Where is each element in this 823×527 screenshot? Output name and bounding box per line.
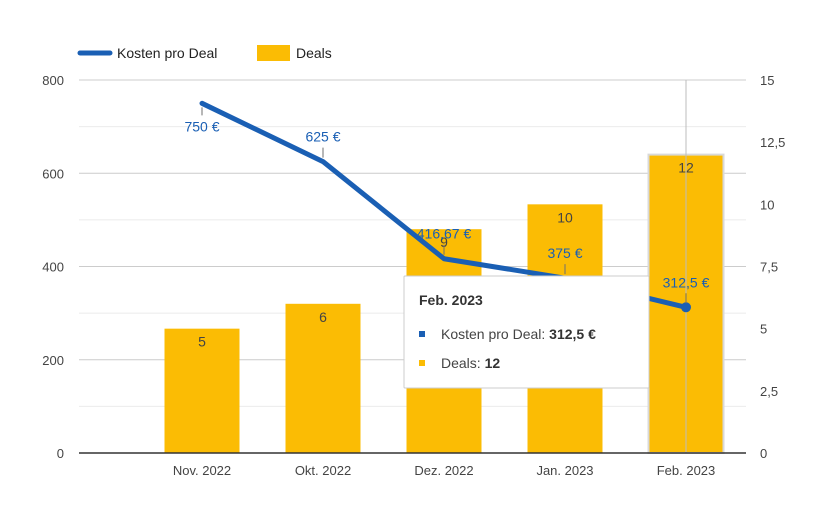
tooltip-row: Deals: 12 (441, 355, 500, 371)
line-data-label: 625 € (305, 129, 340, 145)
bar-data-label: 9 (440, 234, 448, 250)
tooltip-row-value: 12 (485, 355, 501, 371)
legend-label: Deals (296, 45, 332, 61)
y-right-tick-label: 12,5 (760, 135, 785, 150)
y-left-tick-label: 600 (42, 166, 64, 181)
line-data-label: 750 € (184, 118, 219, 134)
y-left-tick-label: 800 (42, 73, 64, 88)
y-right-tick-label: 2,5 (760, 384, 778, 399)
tooltip-row-label: Kosten pro Deal: (441, 326, 549, 342)
line-data-label: 375 € (547, 245, 582, 261)
x-tick-label: Dez. 2022 (414, 463, 473, 478)
y-right-tick-label: 10 (760, 197, 774, 212)
x-tick-label: Nov. 2022 (173, 463, 231, 478)
line-data-label: 416,67 € (417, 226, 472, 242)
y-right-tick-label: 7,5 (760, 260, 778, 275)
y-left-tick-label: 200 (42, 353, 64, 368)
tooltip: Feb. 2023 Kosten pro Deal: 312,5 € Deals: … (403, 275, 650, 389)
y-right-tick-label: 0 (760, 446, 767, 461)
bar-data-label: 10 (557, 209, 573, 225)
y-right-tick-label: 5 (760, 322, 767, 337)
x-tick-label: Okt. 2022 (295, 463, 351, 478)
tooltip-row-label: Deals: (441, 355, 485, 371)
x-tick-label: Feb. 2023 (657, 463, 716, 478)
tooltip-box (403, 275, 650, 389)
tooltip-row: Kosten pro Deal: 312,5 € (441, 326, 596, 342)
tooltip-row-value: 312,5 € (549, 326, 596, 342)
bar-data-label: 6 (319, 309, 327, 325)
bar-data-label: 5 (198, 334, 206, 350)
line-point-highlight (681, 302, 691, 313)
axes: Nov. 2022 Okt. 2022 Dez. 2022 Jan. 2023 Feb.… (42, 73, 785, 478)
tooltip-swatch (419, 360, 425, 366)
line-data-label: 312,5 € (663, 274, 710, 290)
bar-Okt. 2022 (285, 303, 361, 453)
y-left-tick-label: 0 (57, 446, 64, 461)
bar-Nov. 2022 (164, 328, 240, 453)
tooltip-swatch (419, 331, 425, 337)
legend-label: Kosten pro Deal (117, 45, 217, 61)
legend: Kosten pro Deal Deals (77, 45, 332, 61)
y-left-tick-label: 400 (42, 260, 64, 275)
y-right-tick-label: 15 (760, 73, 774, 88)
tooltip-title: Feb. 2023 (419, 292, 483, 308)
legend-swatch-bar (257, 45, 290, 61)
x-tick-label: Jan. 2023 (536, 463, 593, 478)
